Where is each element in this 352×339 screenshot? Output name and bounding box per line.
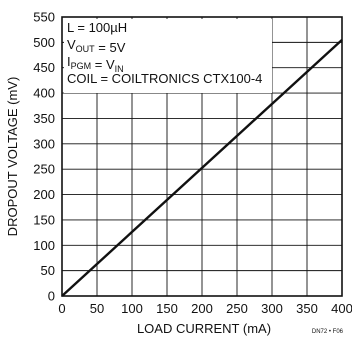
series-layer — [61, 38, 343, 297]
y-tick-label: 200 — [33, 187, 55, 202]
x-tick-label: 50 — [90, 301, 104, 316]
y-tick-label: 450 — [33, 60, 55, 75]
y-tick-label: 150 — [33, 212, 55, 227]
y-tick-label: 0 — [48, 289, 55, 304]
annotation-line: COIL = COILTRONICS CTX100-4 — [67, 71, 262, 86]
annotation-line: L = 100µH — [67, 20, 127, 35]
y-tick-label: 350 — [33, 111, 55, 126]
y-tick-label: 300 — [33, 136, 55, 151]
x-tick-label: 400 — [331, 301, 352, 316]
y-tick-labels: 0 50 100 150 200 250 300 350 400 450 500 550 — [33, 10, 55, 304]
y-tick-label: 400 — [33, 86, 55, 101]
y-tick-label: 250 — [33, 162, 55, 177]
y-tick-label: 100 — [33, 238, 55, 253]
y-tick-label: 500 — [33, 35, 55, 50]
annotation-line: VOUT = 5V — [67, 37, 126, 55]
x-tick-label: 0 — [58, 301, 65, 316]
figure-code: DN72 • F06 — [312, 329, 344, 335]
x-tick-label: 100 — [121, 301, 143, 316]
x-tick-label: 150 — [156, 301, 178, 316]
x-tick-label: 200 — [191, 301, 213, 316]
y-tick-label: 50 — [41, 263, 55, 278]
annotation-background — [64, 19, 272, 93]
x-axis-label: LOAD CURRENT (mA) — [137, 321, 271, 336]
annotation-line: IPGM = VIN — [67, 54, 124, 74]
y-axis-label: DROPOUT VOLTAGE (mV) — [5, 77, 20, 237]
x-tick-label: 250 — [226, 301, 248, 316]
y-tick-label: 550 — [33, 10, 55, 25]
x-tick-label: 300 — [261, 301, 283, 316]
x-tick-label: 350 — [296, 301, 318, 316]
series-line — [61, 38, 343, 297]
annotation-backdrop — [64, 19, 272, 93]
x-tick-labels: 0 50 100 150 200 250 300 350 400 — [58, 301, 352, 316]
plot-frame — [61, 16, 343, 297]
